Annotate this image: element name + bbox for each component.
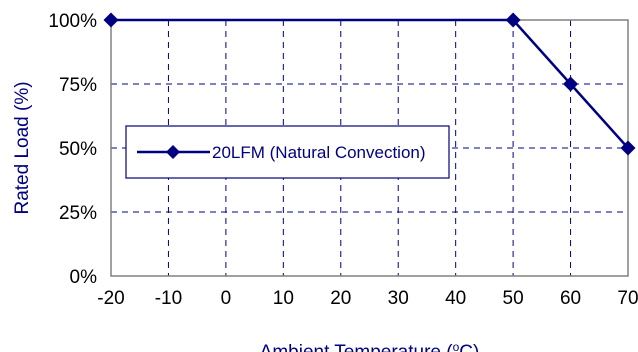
x-tick-label: 60 [560,288,581,309]
x-axis-title: Ambient Temperature (oC) [260,340,480,352]
x-tick-label: 70 [617,288,638,309]
x-tick-label: 30 [388,288,409,309]
x-tick-label: 0 [221,288,232,309]
x-axis-tick-labels: -20 -10 0 10 20 30 40 50 60 70 [97,288,638,309]
series-line [111,18,629,149]
y-axis-tick-labels: 0% 25% 50% 75% 100% [48,11,97,288]
y-tick-label: 0% [70,267,98,288]
legend-box [125,125,450,179]
y-tick-label: 25% [59,203,97,224]
y-tick-label: 100% [48,11,97,32]
legend-diamond-marker [166,145,180,159]
series-layer [103,12,636,156]
legend: 20LFM (Natural Convection) [125,125,450,179]
y-tick-label: 75% [59,75,97,96]
x-tick-label: 10 [273,288,294,309]
data-point-marker [505,12,521,28]
x-tick-label: 20 [330,288,351,309]
legend-label: 20LFM (Natural Convection) [212,143,426,162]
data-point-marker [620,140,636,156]
data-point-marker [563,76,579,92]
x-tick-label: 50 [503,288,524,309]
data-point-marker [103,12,119,28]
y-axis-title: Rated Load (%) [12,81,33,214]
y-tick-label: 50% [59,139,97,160]
x-tick-label: -10 [155,288,182,309]
x-tick-label: 40 [445,288,466,309]
grid-lines [111,20,628,276]
x-tick-label: -20 [97,288,124,309]
